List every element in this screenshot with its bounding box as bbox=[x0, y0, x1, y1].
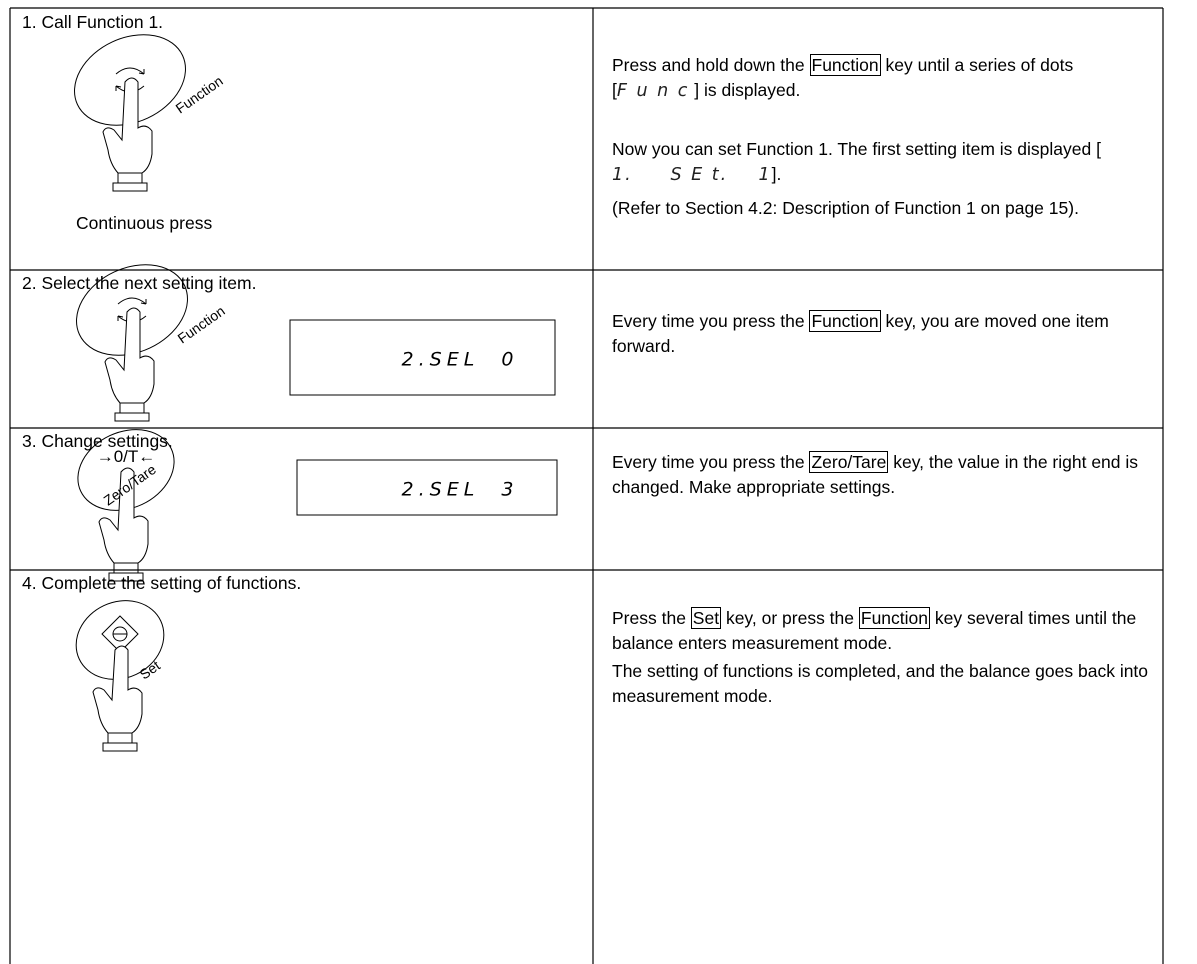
segment-display-text: 1. S E t. 1 bbox=[612, 165, 772, 185]
text-run: key several times until the balance ente… bbox=[612, 608, 1137, 653]
step-title: 4. Complete the setting of functions. bbox=[22, 573, 302, 593]
instruction: (Refer to Section 4.2: Description of Fu… bbox=[612, 196, 1152, 221]
key-name: Function bbox=[809, 54, 881, 76]
table-grid bbox=[9, 7, 1164, 964]
instruction: Press the Set key, or press the Function… bbox=[612, 606, 1152, 656]
zero-tare-key-icon: →0/T← Zero/Tare bbox=[77, 429, 175, 582]
display-box bbox=[289, 319, 556, 396]
text-run: The setting of functions is completed, a… bbox=[612, 661, 1149, 706]
display-readout: 2.SEL 0 bbox=[402, 349, 519, 371]
key-label: Function bbox=[173, 73, 226, 117]
text-run: Every time you press the bbox=[612, 311, 810, 331]
text-run: ]. bbox=[771, 164, 782, 184]
display-box bbox=[296, 459, 558, 516]
instruction: Every time you press the Zero/Tare key, … bbox=[612, 450, 1152, 500]
text-run: key, the value in the right end is chang… bbox=[612, 452, 1139, 497]
instruction: Press and hold down the Function key unt… bbox=[612, 53, 1152, 104]
display-readout: 2.SEL 3 bbox=[402, 479, 519, 501]
text-run: key, you are moved one item forward. bbox=[612, 311, 1109, 356]
text-run: Press the bbox=[612, 608, 691, 628]
segment-display-text: F u n c bbox=[616, 81, 690, 101]
text-run: key until a series of dots [ bbox=[612, 55, 1074, 100]
key-name: Zero/Tare bbox=[809, 451, 889, 473]
key-name: Function bbox=[809, 310, 881, 332]
step-title: 1. Call Function 1. bbox=[22, 12, 164, 32]
text-run: Every time you press the bbox=[612, 452, 810, 472]
key-symbol: →0/T← bbox=[97, 447, 156, 466]
caption: Continuous press bbox=[76, 213, 213, 233]
text-run: Now you can set Function 1. The first se… bbox=[612, 139, 1101, 159]
text-run: Press and hold down the bbox=[612, 55, 810, 75]
key-name: Set bbox=[690, 607, 722, 629]
step-title: 2. Select the next setting item. bbox=[22, 273, 257, 293]
instruction: The setting of functions is completed, a… bbox=[612, 659, 1152, 709]
step-title: 3. Change settings. bbox=[22, 431, 173, 451]
text-run: key, or press the bbox=[721, 608, 859, 628]
set-key-icon: Set bbox=[75, 600, 165, 752]
key-label: Set bbox=[137, 657, 163, 682]
instruction: Every time you press the Function key, y… bbox=[612, 309, 1152, 359]
text-run: ] is displayed. bbox=[689, 80, 801, 100]
key-name: Function bbox=[858, 607, 930, 629]
text-run: (Refer to Section 4.2: Description of Fu… bbox=[612, 198, 1079, 218]
instruction: Now you can set Function 1. The first se… bbox=[612, 137, 1152, 188]
key-label: Function bbox=[175, 303, 228, 347]
function-key-icon: Function bbox=[74, 34, 226, 192]
